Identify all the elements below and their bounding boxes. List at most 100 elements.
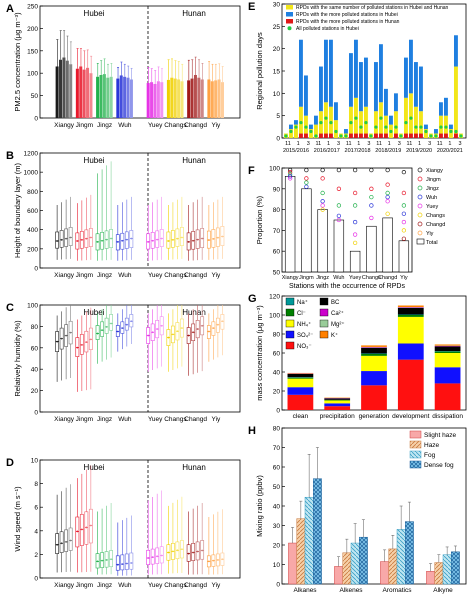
legend-swatch xyxy=(286,19,293,24)
box-mean xyxy=(89,236,92,239)
x-tick-label: Wuh xyxy=(118,416,132,423)
data-point xyxy=(336,213,342,218)
y-tick-label: 0 xyxy=(34,576,38,583)
box-mean xyxy=(187,240,190,243)
bar-segment xyxy=(349,53,353,107)
box-mean xyxy=(56,240,59,242)
box-mean xyxy=(105,325,108,328)
bar xyxy=(288,542,297,585)
legend-swatch xyxy=(409,430,422,439)
y-tick-label: 60 xyxy=(31,345,39,352)
legend-label: Xiangy xyxy=(426,168,443,174)
y-tick-label: 40 xyxy=(273,504,281,511)
legend-label: Slight haze xyxy=(424,432,457,439)
legend-swatch xyxy=(285,308,295,317)
panel-e: 0 5 10 15 20 25 30 Regional pollution days E RPDs… xyxy=(248,1,467,154)
data-point xyxy=(304,167,309,173)
box-mean xyxy=(69,236,72,239)
x-tick-label: Changd xyxy=(184,272,207,279)
y-tick-label: 80 xyxy=(273,207,281,214)
box xyxy=(171,230,175,248)
all-hubei-point xyxy=(409,116,413,120)
x-tick-label: precipitation xyxy=(320,413,355,420)
bar-segment xyxy=(397,359,424,410)
legend-swatch xyxy=(409,460,422,469)
box xyxy=(129,552,134,570)
bar-segment xyxy=(287,387,314,395)
bar xyxy=(65,60,69,118)
x-tick-label: Alkenes xyxy=(339,587,363,594)
legend-label: Jingz xyxy=(426,186,439,192)
y-tick-label: 20 xyxy=(273,543,281,550)
bar xyxy=(86,67,90,118)
box-mean xyxy=(56,340,59,343)
x-tick-label: Alkyne xyxy=(433,587,453,594)
data-point xyxy=(320,190,325,196)
box-mean xyxy=(101,239,103,242)
bar xyxy=(405,521,414,585)
panel-letter: A xyxy=(6,3,14,15)
bar-segment xyxy=(319,133,323,138)
box-mean xyxy=(96,332,99,335)
x-tick-label: 11 xyxy=(346,141,352,147)
data-point xyxy=(287,170,293,175)
all-hubei-point xyxy=(314,134,318,138)
legend-label: NH₄⁺ xyxy=(297,321,311,328)
bar xyxy=(190,78,194,118)
box-mean xyxy=(151,556,154,559)
legend-swatch xyxy=(416,238,425,245)
bar xyxy=(99,74,103,118)
y-tick-label: 80 xyxy=(273,332,281,339)
box-mean xyxy=(147,557,150,559)
data-point xyxy=(401,236,407,241)
box-mean xyxy=(181,548,183,551)
bar xyxy=(396,529,406,585)
x-tick-label: Yiy xyxy=(211,122,221,129)
bar-segment xyxy=(397,316,424,344)
legend-swatch xyxy=(319,319,329,328)
bar-segment xyxy=(359,133,363,138)
bar-segment xyxy=(419,111,423,134)
bar-segment xyxy=(329,106,333,134)
bar-segment xyxy=(397,305,424,308)
bar-segment xyxy=(361,347,387,354)
legend-label: RPDs with the more polluted stations in … xyxy=(296,12,398,18)
box xyxy=(68,227,73,246)
legend-label: RPDs with the more polluted stations in … xyxy=(296,19,400,25)
bar-segment xyxy=(434,367,461,384)
box-mean xyxy=(216,323,219,326)
bar-segment xyxy=(354,97,358,134)
box-mean xyxy=(101,329,103,332)
bar-segment xyxy=(374,133,378,138)
y-tick-label: 1000 xyxy=(24,170,39,177)
bar xyxy=(350,542,360,585)
box xyxy=(95,325,100,340)
bar xyxy=(220,82,224,118)
panel-h: 0 10 20 30 40 50 60 70 80 Mixing ratio (ppbv) H Alk… xyxy=(248,425,467,594)
box-mean xyxy=(147,240,150,243)
bar xyxy=(284,176,296,273)
bar xyxy=(398,240,410,273)
box-mean xyxy=(80,528,83,531)
season-label: 2020/2021 xyxy=(437,148,463,154)
box-mean xyxy=(172,333,174,336)
bar-segment xyxy=(384,133,388,138)
season-label: 2018/2019 xyxy=(375,148,401,154)
x-tick-label: Wuh xyxy=(333,275,344,281)
box-mean xyxy=(60,337,63,340)
bar-segment xyxy=(324,398,351,400)
data-point xyxy=(352,167,358,173)
x-tick-label: Changs xyxy=(164,272,187,279)
data-point xyxy=(369,167,374,173)
all-hubei-point xyxy=(384,125,388,129)
x-tick-label: 3 xyxy=(428,141,431,147)
bar-segment xyxy=(287,394,314,410)
data-point xyxy=(287,172,293,177)
bar-segment xyxy=(344,129,348,134)
box xyxy=(55,533,60,554)
all-hubei-point xyxy=(434,134,438,138)
data-point xyxy=(320,199,325,204)
legend-label: Cl⁻ xyxy=(297,311,306,317)
panel-letter: H xyxy=(248,425,256,437)
bar-segment xyxy=(454,133,458,138)
